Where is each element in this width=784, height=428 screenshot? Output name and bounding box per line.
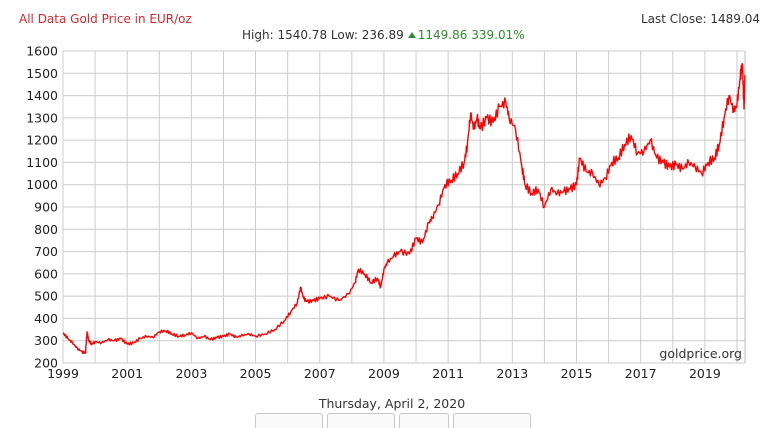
svg-text:500: 500 [34,289,58,304]
svg-text:200: 200 [34,356,58,371]
svg-text:2019: 2019 [689,366,721,381]
svg-text:2009: 2009 [368,366,400,381]
chart-title: All Data Gold Price in EUR/oz [19,12,192,26]
svg-text:300: 300 [34,333,58,348]
grid-lines [62,50,745,364]
range-buttons [255,413,531,428]
range-button-4[interactable] [453,413,531,428]
range-button-3[interactable] [399,413,449,428]
svg-text:2013: 2013 [496,366,528,381]
last-close-value: 1489.04 [710,12,760,26]
svg-text:1100: 1100 [26,155,58,170]
x-axis-ticks: 1999 2001 2003 2005 2007 2009 2011 2013 2015 2017… [47,366,721,381]
svg-text:1000: 1000 [26,177,58,192]
price-chart: 200 300 400 500 600 700 800 900 1000 1100 1200 1300… [26,44,746,381]
last-close: Last Close: 1489.04 [641,12,760,26]
y-axis-ticks: 200 300 400 500 600 700 800 900 1000 1100 1200 1300… [26,44,58,371]
svg-text:900: 900 [34,200,58,215]
svg-text:2017: 2017 [625,366,657,381]
low-value: 236.89 [361,28,404,42]
up-triangle-icon [407,32,416,38]
svg-text:700: 700 [34,244,58,259]
svg-text:1500: 1500 [26,66,58,81]
svg-text:2015: 2015 [561,366,593,381]
svg-text:400: 400 [34,311,58,326]
svg-text:2011: 2011 [432,366,464,381]
change-value: 1149.86 [417,28,468,42]
low-label: Low: [330,28,358,42]
svg-text:1999: 1999 [47,366,79,381]
svg-text:1200: 1200 [26,133,58,148]
range-button-2[interactable] [327,413,395,428]
high-value: 1540.78 [277,28,328,42]
last-close-label: Last Close: [641,12,707,26]
watermark: goldprice.org [659,346,742,361]
svg-text:2007: 2007 [304,366,336,381]
svg-text:800: 800 [34,222,58,237]
svg-text:2003: 2003 [175,366,207,381]
chart-date: Thursday, April 2, 2020 [318,396,466,411]
svg-text:2005: 2005 [240,366,272,381]
price-stats: High: 1540.78 Low: 236.89 1149.86 339.01% [242,28,525,42]
svg-text:1300: 1300 [26,110,58,125]
change-percent: 339.01% [471,28,525,42]
high-label: High: [242,28,274,42]
svg-text:600: 600 [34,266,58,281]
price-line [62,63,746,355]
range-button-1[interactable] [255,413,323,428]
svg-text:1600: 1600 [26,44,58,59]
svg-text:1400: 1400 [26,88,58,103]
svg-text:2001: 2001 [111,366,143,381]
